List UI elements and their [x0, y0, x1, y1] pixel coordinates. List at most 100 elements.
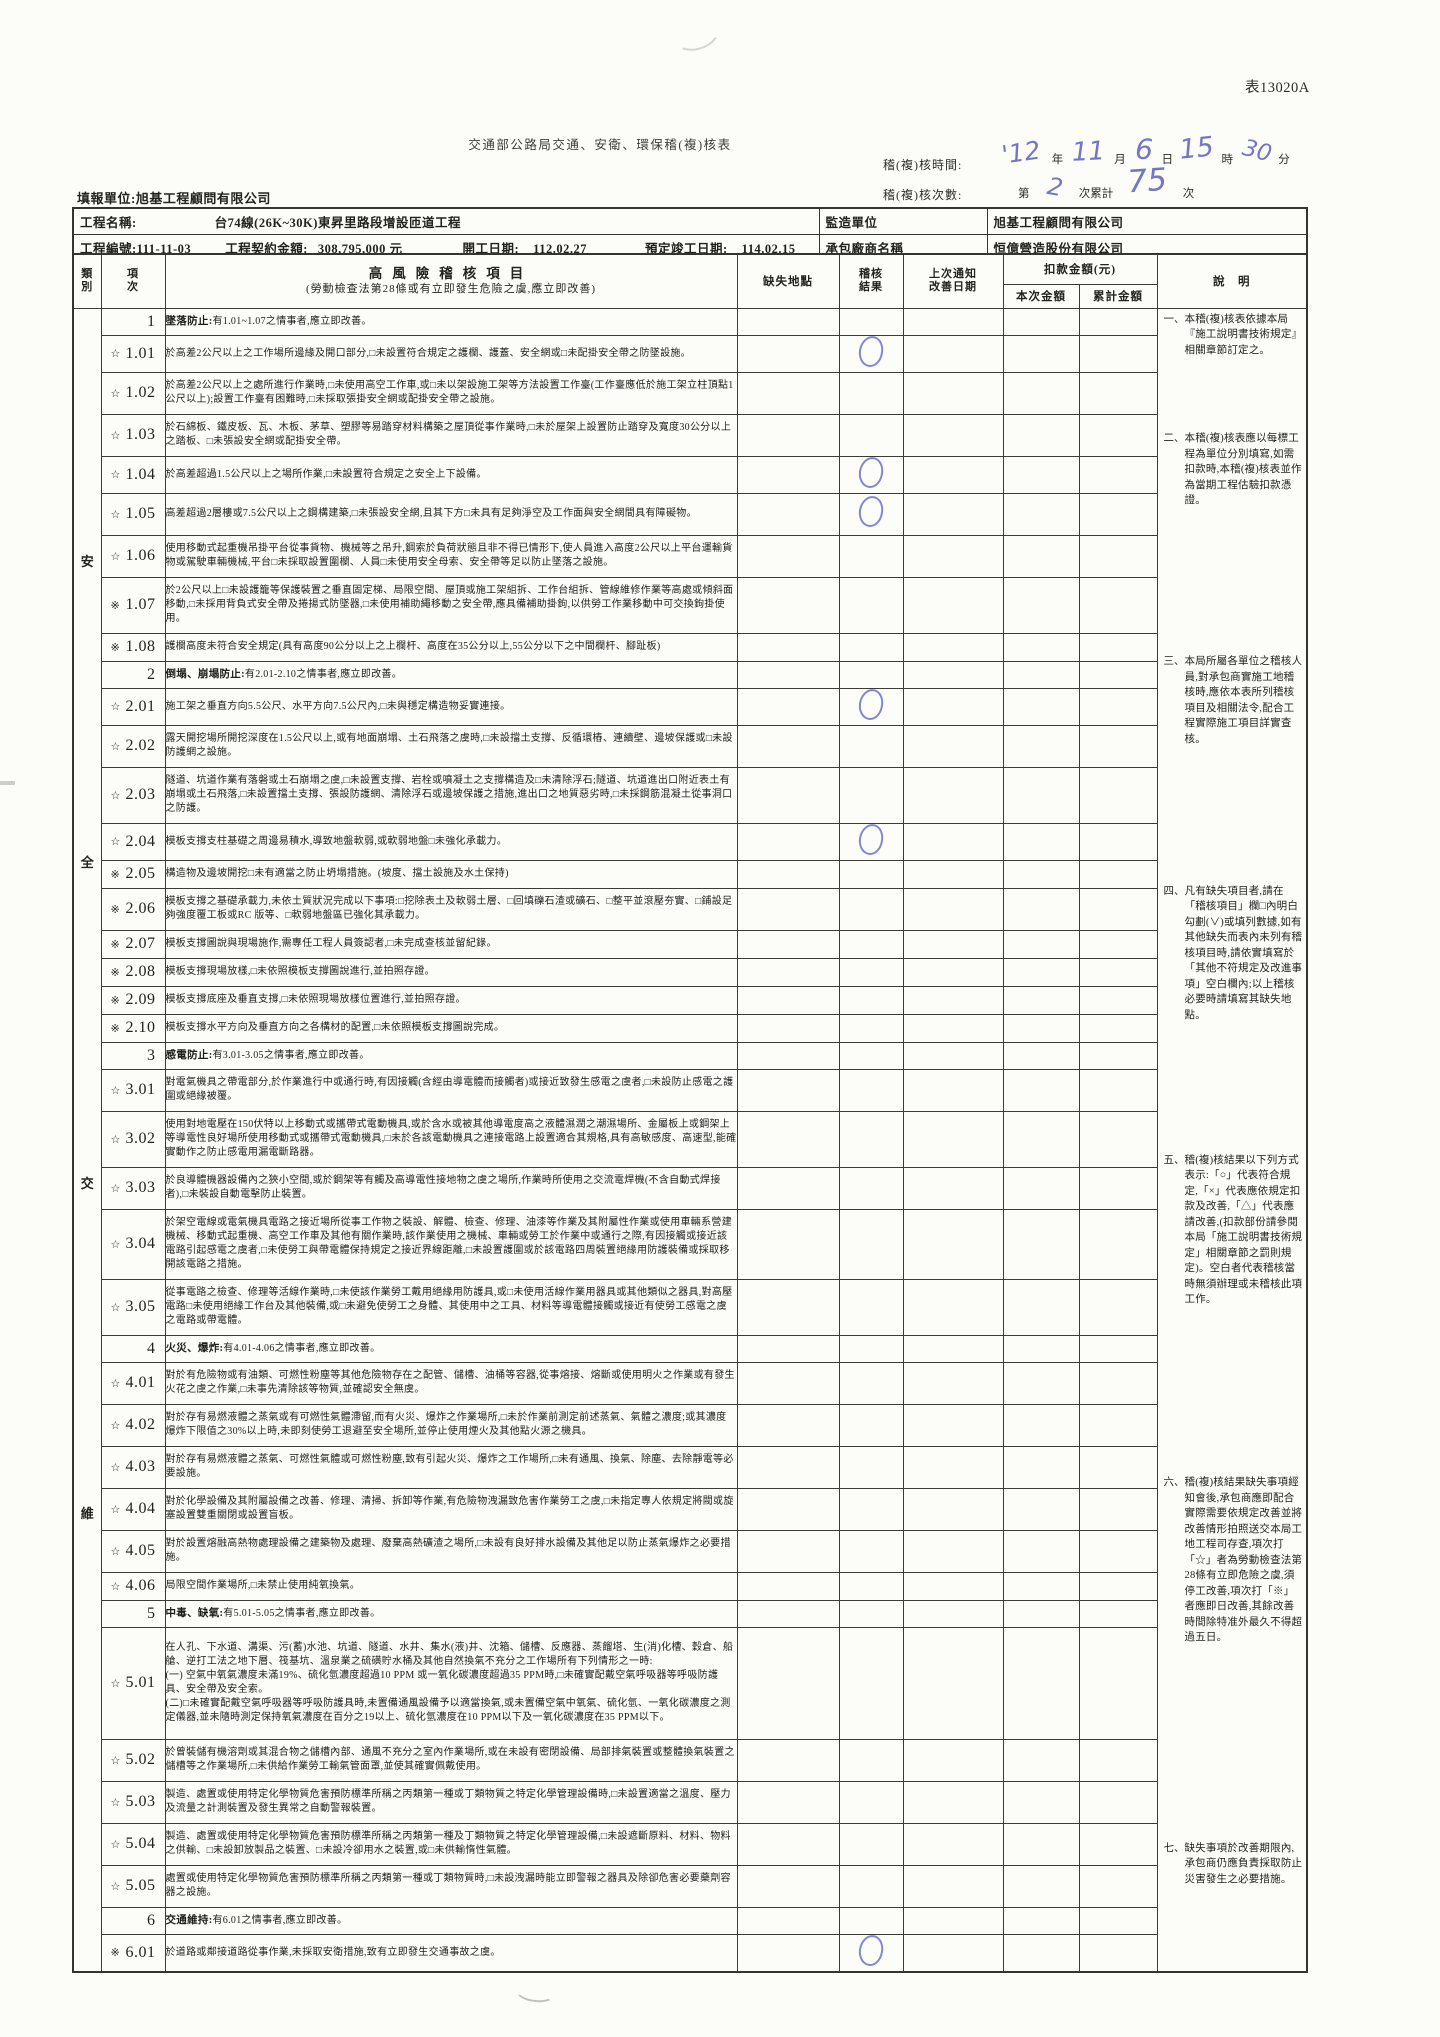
audit-count-label: 稽(複)核次數:	[883, 188, 963, 202]
item-no-wrap: ☆ 2.01	[102, 698, 164, 716]
current-amount-cell	[1002, 1208, 1080, 1280]
due-date-label: 預定竣工日期:	[644, 242, 728, 256]
section-row: 5 中毒、缺氧:有5.01-5.05之情事者,應立即改善。	[73, 1599, 1307, 1628]
item-subtitle: (勞動檢查法第28條或有立即發生危險之虞,應立即改善)	[305, 283, 597, 296]
item-no-wrap: 5	[102, 1605, 164, 1623]
table-row: ☆ 5.05 處置或使用特定化學物質危害預防標準所稱之丙類第一種或丁類物質時,□未設…	[73, 1864, 1307, 1908]
result-cell	[838, 1933, 904, 1972]
item-no-wrap: ☆ 2.03	[102, 786, 164, 804]
section-title: 交通維持:	[165, 1914, 213, 1926]
result-cell	[838, 766, 904, 824]
result-cell	[838, 1361, 904, 1405]
item-no-wrap: ☆ 1.04	[102, 466, 164, 484]
last-notice-cell	[902, 307, 1004, 336]
item-no-wrap: ☆ 4.03	[102, 1458, 164, 1476]
item-no-cell: ☆ 5.03	[100, 1780, 166, 1824]
cumulative-amount-cell	[1078, 1780, 1158, 1824]
item-no-cell: ※ 2.10	[100, 1013, 166, 1043]
item-text-cell: 施工架之垂直方向5.5公尺、水平方向7.5公尺內,□未與穩定構造物妥實連接。	[164, 687, 738, 726]
handwritten-hour: 15	[1177, 131, 1216, 166]
contract-amount-label: 工程契約金額:	[225, 242, 308, 256]
item-no-wrap: ☆ 1.01	[102, 345, 164, 363]
last-notice-cell	[902, 1599, 1004, 1628]
current-amount-cell	[1002, 957, 1080, 987]
location-cell	[736, 534, 840, 578]
table-row: ☆ 4.02 對於存有易燃液體之蒸氣或有可燃性氣體滯留,而有火災、爆炸之作業場所,□…	[73, 1403, 1307, 1447]
item-number: 3	[147, 1046, 156, 1064]
cumulative-amount-cell	[1078, 1445, 1158, 1489]
current-amount-cell	[1002, 724, 1080, 768]
last-notice-cell	[902, 492, 1004, 536]
current-amount-cell	[1002, 985, 1080, 1015]
table-row: ☆ 5.03 製造、處置或使用特定化學物質危害預防標準所稱之丙類第一種或丁類物質之特…	[73, 1780, 1307, 1824]
count-suffix: 次	[1182, 188, 1195, 200]
item-number: 3.02	[125, 1130, 156, 1147]
table-row: ☆ 3.01 對電氣機具之帶電部分,於作業進行中或通行時,有因接觸(含經由導電體而接…	[73, 1068, 1307, 1112]
item-number: 1	[147, 312, 156, 330]
cumulative-amount-cell	[1078, 887, 1158, 931]
current-amount-cell	[1002, 1334, 1080, 1363]
item-text-cell: 對於設置熔融高熱物處理設備之建築物及處理、廢棄高熱礦渣之場所,□未設有良好排水設…	[164, 1529, 738, 1573]
location-cell	[736, 1166, 840, 1210]
star-mark: ☆	[110, 1880, 121, 1893]
item-no-wrap: ※ 2.05	[102, 865, 164, 883]
cumulative-amount-cell	[1078, 1822, 1158, 1866]
result-cell	[838, 371, 904, 415]
remark-note: 六、 稽(複)核結果缺失事項經知會後,承包商應即配合實際需要依規定改善並將改善情形…	[1158, 1475, 1306, 1646]
current-amount-cell	[1002, 660, 1080, 689]
cumulative-amount-cell	[1078, 822, 1158, 861]
location-cell	[736, 413, 840, 457]
result-cell	[838, 576, 904, 634]
item-text-cell: 模板支撐之基礎承載力,未依土質狀況完成以下事項:□挖除表土及軟弱土層、□回填礫石…	[164, 887, 738, 931]
result-cell	[838, 1068, 904, 1112]
result-cell	[838, 334, 904, 373]
item-text-cell: 對電氣機具之帶電部分,於作業進行中或通行時,有因接觸(含經由導電體而接觸者)或接…	[164, 1068, 738, 1112]
last-notice-cell	[902, 1626, 1004, 1740]
last-notice-cell	[902, 887, 1004, 931]
last-notice-cell	[902, 1278, 1004, 1336]
current-amount-cell	[1002, 1361, 1080, 1405]
table-row: ☆ 1.04 於高差超過1.5公尺以上之場所作業,□未設置符合規定之安全上下設備。	[73, 455, 1307, 494]
item-no-cell: ☆ 3.05	[100, 1278, 166, 1336]
item-text-cell: 高差超過2層樓或7.5公尺以上之鋼構建築,□未張設安全網,且其下方□未具有足夠淨…	[164, 492, 738, 536]
table-row: ☆ 3.05 從事電路之檢查、修理等活線作業時,□未使該作業勞工戴用絕緣用防護具,或…	[73, 1278, 1307, 1336]
table-row: ☆ 2.01 施工架之垂直方向5.5公尺、水平方向7.5公尺內,□未與穩定構造物妥實…	[73, 687, 1307, 726]
handwritten-total-count: 75	[1126, 161, 1169, 201]
current-amount-cell	[1002, 1780, 1080, 1824]
result-cell	[838, 413, 904, 457]
star-mark: ☆	[110, 1084, 121, 1097]
result-cell	[838, 1822, 904, 1866]
cumulative-amount-cell	[1078, 1403, 1158, 1447]
result-cell	[838, 455, 904, 494]
location-cell	[736, 985, 840, 1015]
supervisor-value-cell: 旭基工程顧問有限公司	[986, 207, 1308, 235]
location-cell	[736, 1529, 840, 1573]
hour-unit: 時	[1221, 154, 1233, 166]
last-notice-cell	[902, 1208, 1004, 1280]
item-no-cell: ※ 2.05	[100, 859, 166, 889]
remark-note: 七、 缺失事項於改善期限內,承包商仍應負責採取防止災害發生之必要措施。	[1158, 1841, 1306, 1888]
section-row: 安全交維 1 墜落防止:有1.01~1.07之情事者,應立即改善。 一、 本稽(複)核表…	[72, 307, 1308, 1972]
item-no-cell: ※ 1.07	[100, 576, 166, 634]
location-cell	[736, 724, 840, 768]
cumulative-amount-cell	[1078, 1906, 1158, 1935]
last-notice-cell	[902, 687, 1004, 726]
scan-artifact-top	[667, 9, 725, 57]
item-no-cell: ☆ 5.04	[100, 1822, 166, 1866]
location-cell	[736, 334, 840, 373]
last-notice-cell	[902, 1361, 1004, 1405]
last-notice-cell	[902, 1933, 1004, 1972]
table-row: ※ 2.07 模板支撐圖說與現場施作,需專任工程人員簽認者,□未完成查核並留紀錄。	[73, 929, 1307, 959]
section-text-cell: 感電防止:有3.01-3.05之情事者,應立即改善。	[164, 1041, 738, 1070]
result-cell	[838, 822, 904, 861]
category-char: 維	[80, 1506, 94, 1522]
reference-mark: ※	[110, 966, 120, 979]
cumulative-amount-cell	[1078, 957, 1158, 987]
last-notice-cell	[902, 1166, 1004, 1210]
table-row: ☆ 2.03 隧道、坑道作業有落磐或土石崩塌之虞,□未設置支撐、岩栓或噴凝土之支撐構…	[73, 766, 1307, 824]
item-number: 1.05	[125, 505, 156, 522]
item-number: 4.01	[125, 1374, 156, 1391]
item-number: 5.04	[125, 1835, 156, 1852]
location-cell	[736, 1906, 840, 1935]
item-no-cell: ☆ 4.02	[100, 1403, 166, 1447]
